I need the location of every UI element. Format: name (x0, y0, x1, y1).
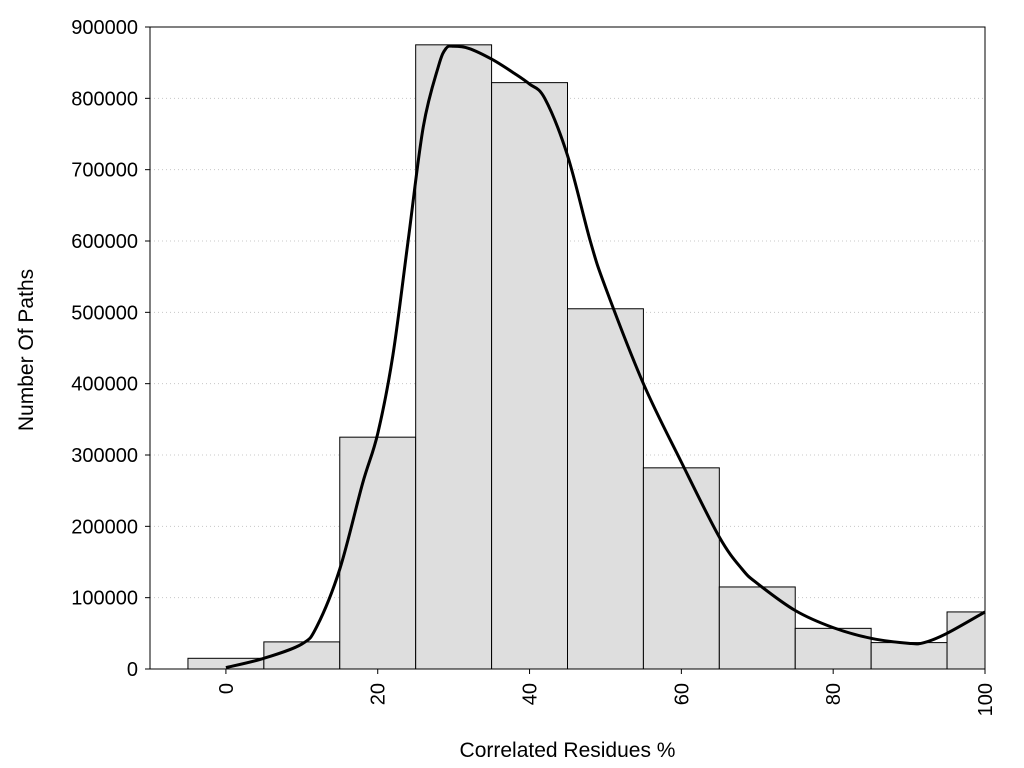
density-curve (225, 44, 986, 670)
y-tick-label: 900000 (71, 17, 138, 39)
x-tick-label: 60 (671, 683, 693, 705)
histogram-bar (567, 308, 644, 670)
x-tick-label: 100 (975, 683, 997, 716)
y-axis-title: Number Of Paths (15, 269, 38, 431)
x-tick-label: 20 (368, 683, 390, 705)
x-tick-label: 40 (520, 683, 542, 705)
density-curve-line (225, 44, 986, 670)
histogram-bar (415, 44, 493, 670)
y-tick-label: 100000 (71, 588, 138, 610)
y-tick-label: 500000 (71, 302, 138, 324)
histogram-bar (339, 436, 417, 670)
histogram-bar (491, 82, 568, 670)
y-tick-label: 700000 (71, 160, 138, 182)
histogram-bars (187, 44, 986, 670)
histogram-bar (718, 586, 796, 670)
y-axis-ticks: 0 100000 200000 300000 400000 500000 600000 700… (71, 17, 150, 681)
y-tick-label: 0 (127, 659, 138, 681)
y-tick-label: 200000 (71, 516, 138, 538)
x-axis-ticks: 0 20 40 60 80 100 (216, 669, 997, 716)
histogram-bar (870, 642, 948, 670)
y-tick-label: 300000 (71, 445, 138, 467)
x-axis-title: Correlated Residues % (460, 739, 676, 762)
plot-frame (149, 26, 986, 670)
histogram-bar (642, 467, 720, 670)
y-tick-label: 800000 (71, 88, 138, 110)
y-tick-label: 600000 (71, 231, 138, 253)
x-tick-label: 80 (823, 683, 845, 705)
x-tick-label: 0 (216, 683, 238, 694)
y-tick-label: 400000 (71, 374, 138, 396)
histogram-bar (946, 611, 986, 670)
